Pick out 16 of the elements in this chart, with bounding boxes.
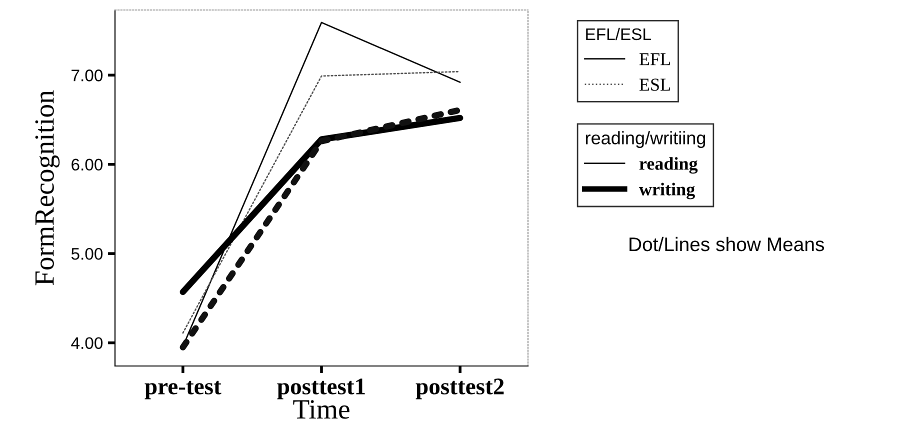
text: writing <box>639 182 695 200</box>
text: EFL/ESL <box>586 28 651 40</box>
text: Dot/Lines show Means <box>630 236 824 252</box>
x-tick-label: posttest2 <box>416 378 504 400</box>
y-tick-label: 6.00 <box>72 158 103 171</box>
text: reading <box>639 157 698 174</box>
y-tick-label: 4.00 <box>71 337 103 350</box>
text: ESL <box>639 78 670 91</box>
y-tick-label: 5.00 <box>71 248 103 260</box>
x-tick-label: posttest1 <box>277 378 365 400</box>
y-tick-label: 7.00 <box>72 70 103 82</box>
x-axis-title: Time <box>293 400 350 419</box>
x-tick-label: pre-test <box>144 380 222 400</box>
text: EFL <box>639 53 670 66</box>
y-axis-title: FormRecognition <box>35 90 60 286</box>
text: reading/writiing <box>586 131 706 148</box>
